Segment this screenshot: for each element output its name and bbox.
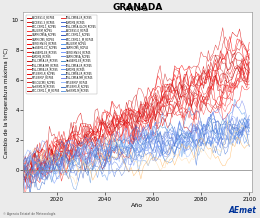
Text: AEmet: AEmet [228,206,256,215]
Legend: ACCESS1.0_RCP85, ACCESS1.3_RCP85, BCC-CSM1.1_RCP85, BNU-ESM_RCP85, CNRM-CM5A_RCP: ACCESS1.0_RCP85, ACCESS1.3_RCP85, BCC-CS… [27,15,98,94]
Text: ANUAL: ANUAL [125,6,149,12]
X-axis label: Año: Año [131,203,143,208]
Y-axis label: Cambio de la temperatura máxima (°C): Cambio de la temperatura máxima (°C) [3,47,9,158]
Title: GRANADA: GRANADA [112,3,162,12]
Text: © Agencia Estatal de Meteorología: © Agencia Estatal de Meteorología [3,212,55,216]
